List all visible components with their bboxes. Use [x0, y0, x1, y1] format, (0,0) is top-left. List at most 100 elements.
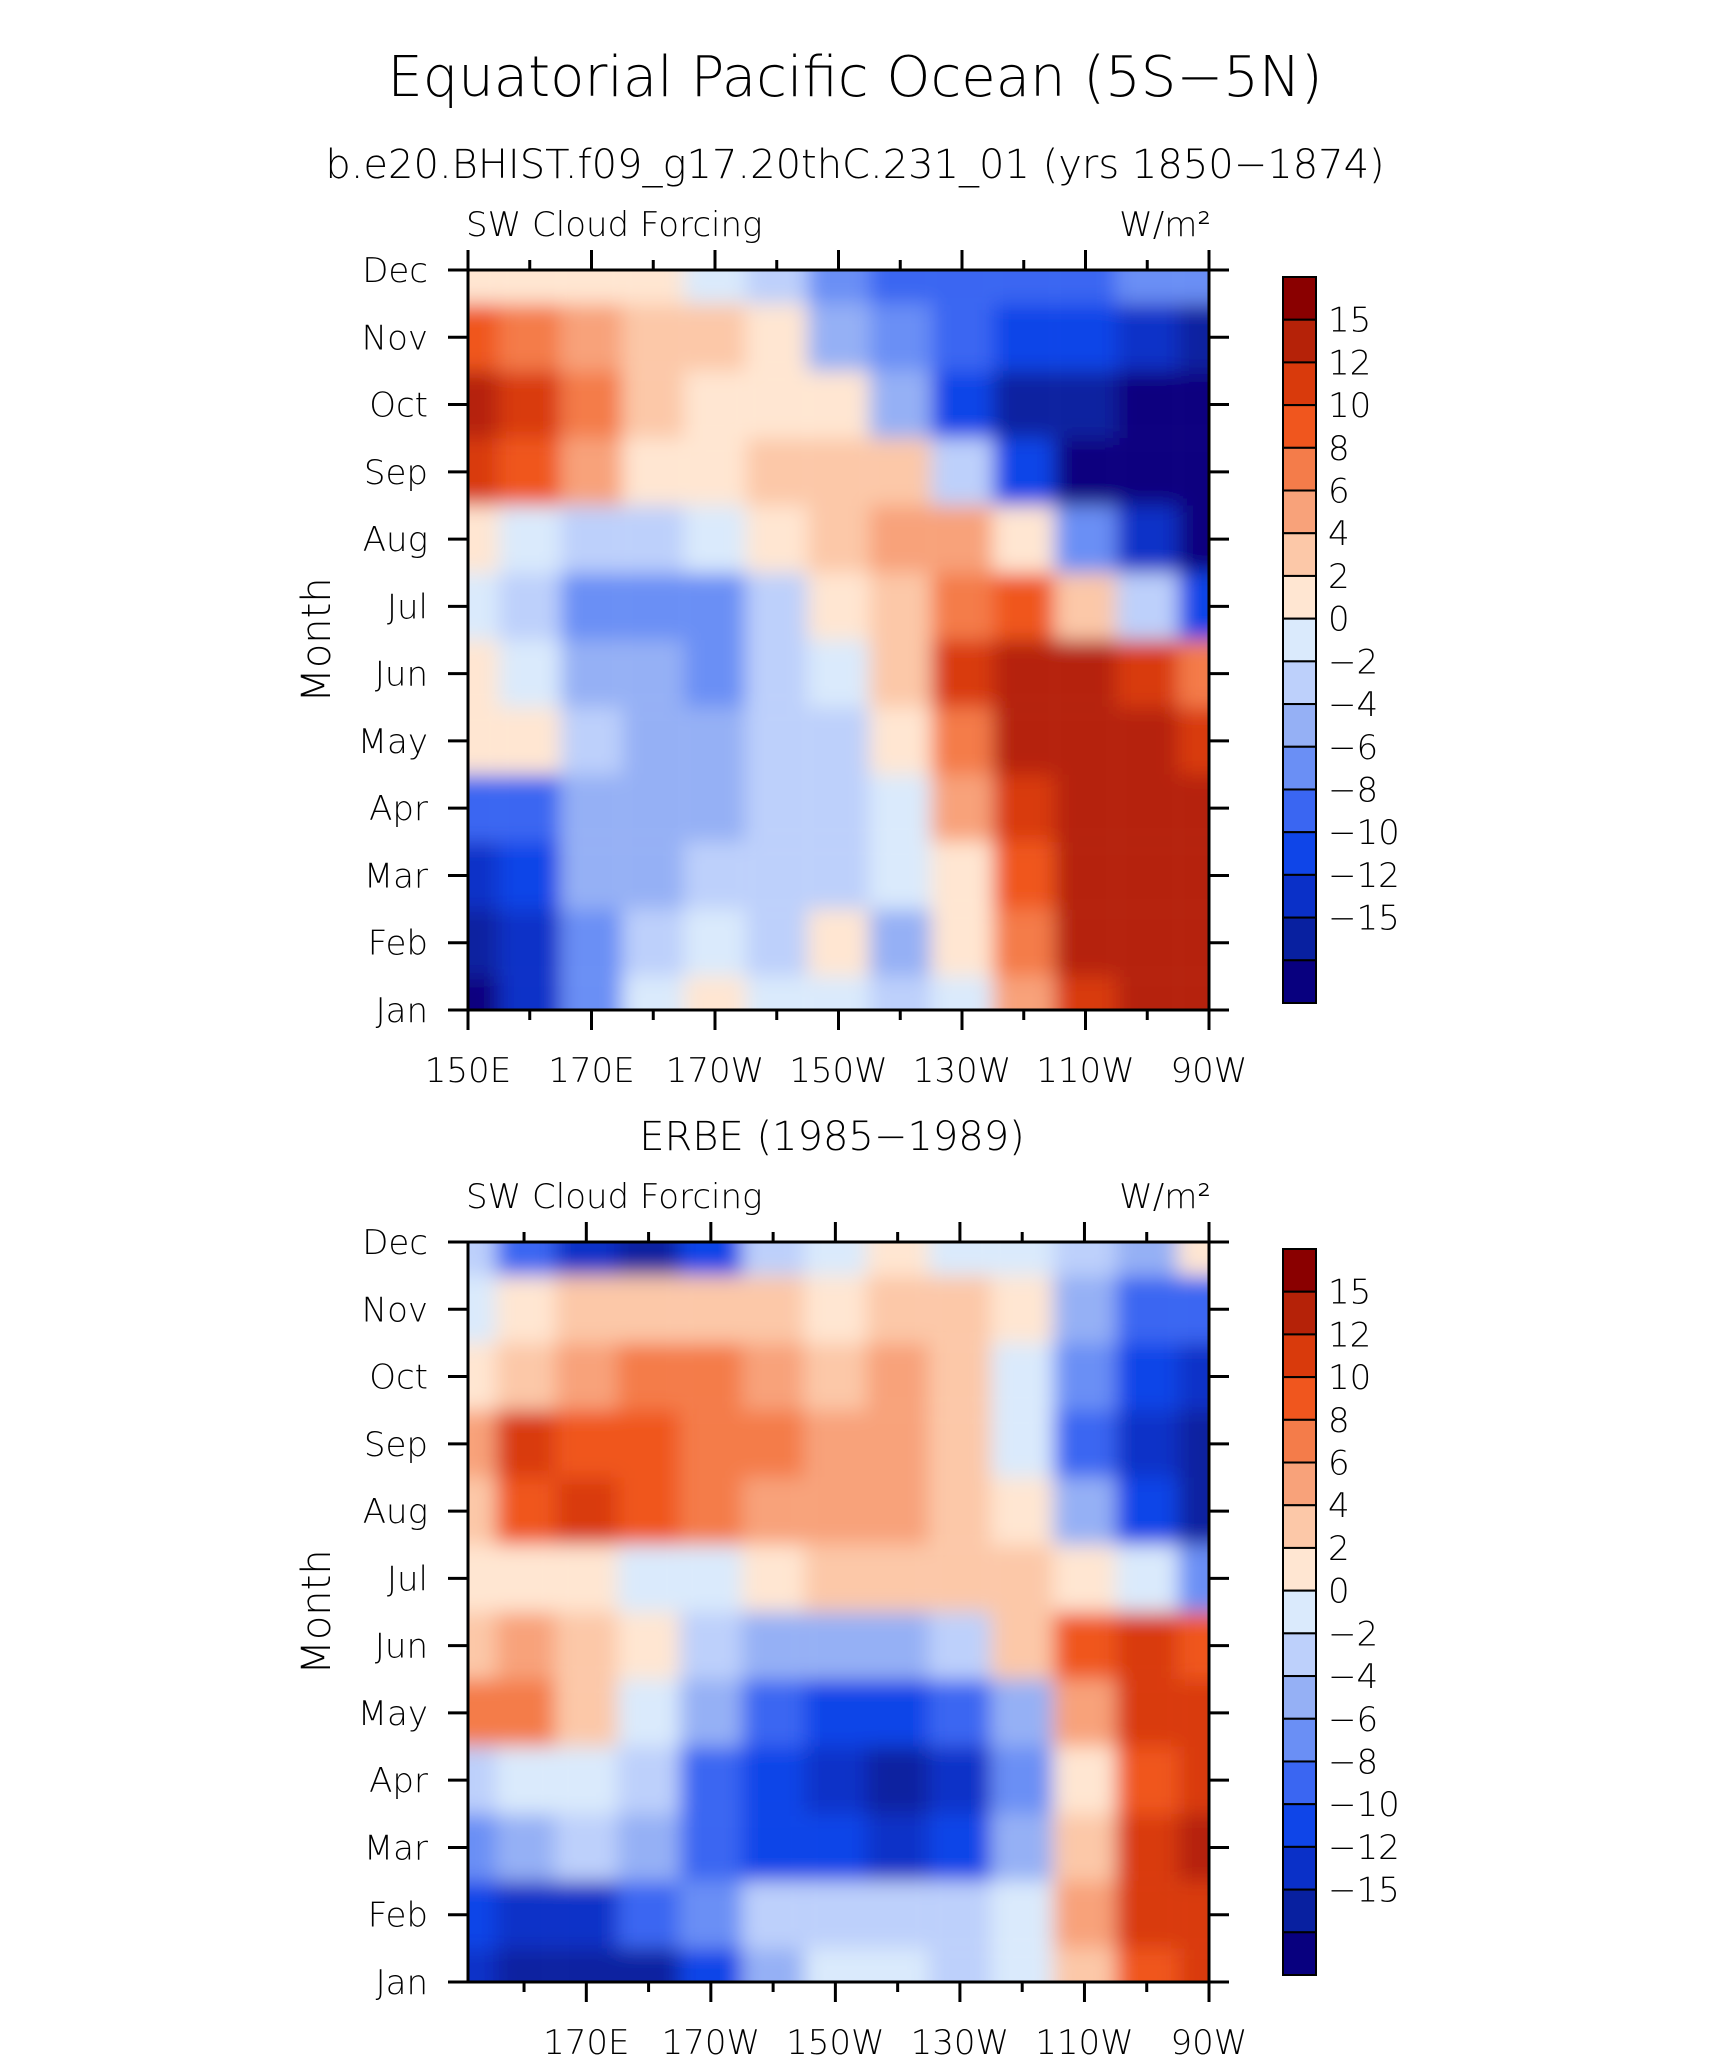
heatmap-cell	[931, 505, 993, 573]
y-tick-label: Oct	[369, 1358, 428, 1398]
heatmap-cell	[684, 841, 746, 910]
colorbar-label: 6	[1328, 472, 1350, 512]
y-tick-label: Dec	[362, 251, 428, 291]
y-tick-label: Jun	[375, 1627, 428, 1667]
colorbar-label: −15	[1328, 899, 1400, 939]
heatmap-cell	[742, 1612, 805, 1680]
y-tick-label: Jan	[376, 991, 428, 1031]
heatmap-cell	[1053, 1612, 1116, 1680]
heatmap-cell	[1053, 1544, 1116, 1612]
heatmap-cell	[745, 572, 808, 640]
heatmap-cell	[684, 438, 746, 506]
colorbar-label: −10	[1328, 1785, 1400, 1825]
heatmap-cell	[555, 1746, 618, 1814]
colorbar-label: −6	[1328, 1700, 1378, 1740]
y-tick-label: Mar	[364, 1828, 428, 1868]
heatmap-cell	[1054, 707, 1117, 775]
heatmap-cell	[1116, 707, 1179, 775]
heatmap-cell	[617, 1612, 680, 1680]
heatmap-cell	[468, 1948, 496, 1982]
heatmap-cell	[496, 1881, 556, 1949]
y-tick-label: Feb	[368, 1896, 428, 1936]
heatmap-cell	[807, 438, 870, 506]
colorbar-swatch	[1282, 574, 1317, 620]
heatmap-cell	[807, 270, 870, 304]
heatmap-cell	[992, 909, 1055, 977]
colorbar-label: 2	[1328, 1529, 1350, 1569]
heatmap-cell	[679, 1410, 742, 1478]
heatmap-cell	[742, 1746, 805, 1814]
heatmap-cell	[804, 1679, 867, 1747]
heatmap-cell	[1177, 1948, 1209, 1982]
heatmap-cell	[1053, 1813, 1116, 1882]
heatmap-cell	[931, 640, 993, 708]
heatmap-cell	[928, 1275, 992, 1343]
colorbar-label: 4	[1328, 514, 1350, 554]
heatmap-cell	[807, 976, 870, 1010]
heatmap-cell	[804, 1242, 867, 1276]
heatmap-cell	[560, 909, 623, 977]
y-tick-label: Jul	[387, 587, 428, 627]
heatmap-cell	[869, 303, 932, 371]
heatmap-cell	[1115, 1275, 1178, 1343]
heatmap-cell	[745, 438, 808, 506]
heatmap-cell	[804, 1746, 867, 1814]
heatmap-cell	[804, 1881, 867, 1949]
heatmap-cell	[1054, 774, 1117, 842]
heatmap-cell	[622, 572, 685, 640]
heatmap-cell	[468, 438, 499, 506]
x-tick-label: 150W	[789, 1051, 888, 1091]
heatmap-cell	[1178, 572, 1209, 640]
y-tick-label: Mar	[364, 856, 428, 896]
x-tick-label: 90W	[1171, 1051, 1248, 1091]
heatmap-cell	[869, 841, 932, 910]
heatmap-cell	[866, 1275, 929, 1343]
heatmap-cell	[991, 1746, 1054, 1814]
heatmap-cell	[468, 707, 499, 775]
heatmap-cell	[684, 976, 746, 1010]
colorbar-swatch	[1282, 489, 1317, 535]
colorbar-swatch	[1282, 1461, 1317, 1507]
heatmap-cell	[1116, 505, 1179, 573]
heatmap-cell	[617, 1410, 680, 1478]
x-tick-label: 90W	[1171, 2023, 1248, 2059]
heatmap-cell	[866, 1612, 929, 1680]
heatmap-cell	[931, 774, 993, 842]
heatmap-cell	[992, 303, 1055, 371]
heatmap-cell	[928, 1342, 992, 1411]
heatmap-cell	[1178, 370, 1209, 439]
heatmap-cell	[928, 1881, 992, 1949]
figure-subtitle: b.e20.BHIST.f09_g17.20thC.231_01 (yrs 18…	[325, 142, 1384, 188]
colorbar-label: −15	[1328, 1871, 1400, 1911]
heatmap-cell	[684, 640, 746, 708]
heatmap-cell	[1178, 438, 1209, 506]
heatmap-cell	[928, 1948, 992, 1982]
heatmap-cell	[931, 303, 993, 371]
heatmap-cell	[555, 1477, 618, 1545]
x-tick-label: 110W	[1035, 2023, 1134, 2059]
heatmap-cell	[498, 505, 561, 573]
heatmap-cell	[496, 1242, 556, 1276]
heatmap-cell	[622, 976, 685, 1010]
heatmap-cell	[745, 303, 808, 371]
heatmap-cell	[745, 976, 808, 1010]
heatmap-cell	[866, 1881, 929, 1949]
y-tick-label: Feb	[368, 924, 428, 964]
heatmap-cell	[1053, 1679, 1116, 1747]
heatmap-cell	[622, 640, 685, 708]
heatmap-cell	[1115, 1948, 1178, 1982]
colorbar-label: −12	[1328, 856, 1400, 896]
heatmap-cell	[468, 303, 499, 371]
panel-2-units-label: W/m²	[1119, 1177, 1211, 1217]
heatmap-cell	[622, 270, 685, 304]
heatmap-cell	[1178, 976, 1209, 1010]
heatmap-cell	[560, 774, 623, 842]
x-tick-label: 170W	[666, 1051, 765, 1091]
heatmap-cell	[745, 774, 808, 842]
heatmap-cell	[1116, 270, 1179, 304]
heatmap-cell	[679, 1242, 742, 1276]
heatmap-cell	[496, 1746, 556, 1814]
plot-frame	[466, 1240, 1211, 1984]
heatmap-cell	[498, 438, 561, 506]
heatmap-cell	[498, 774, 561, 842]
